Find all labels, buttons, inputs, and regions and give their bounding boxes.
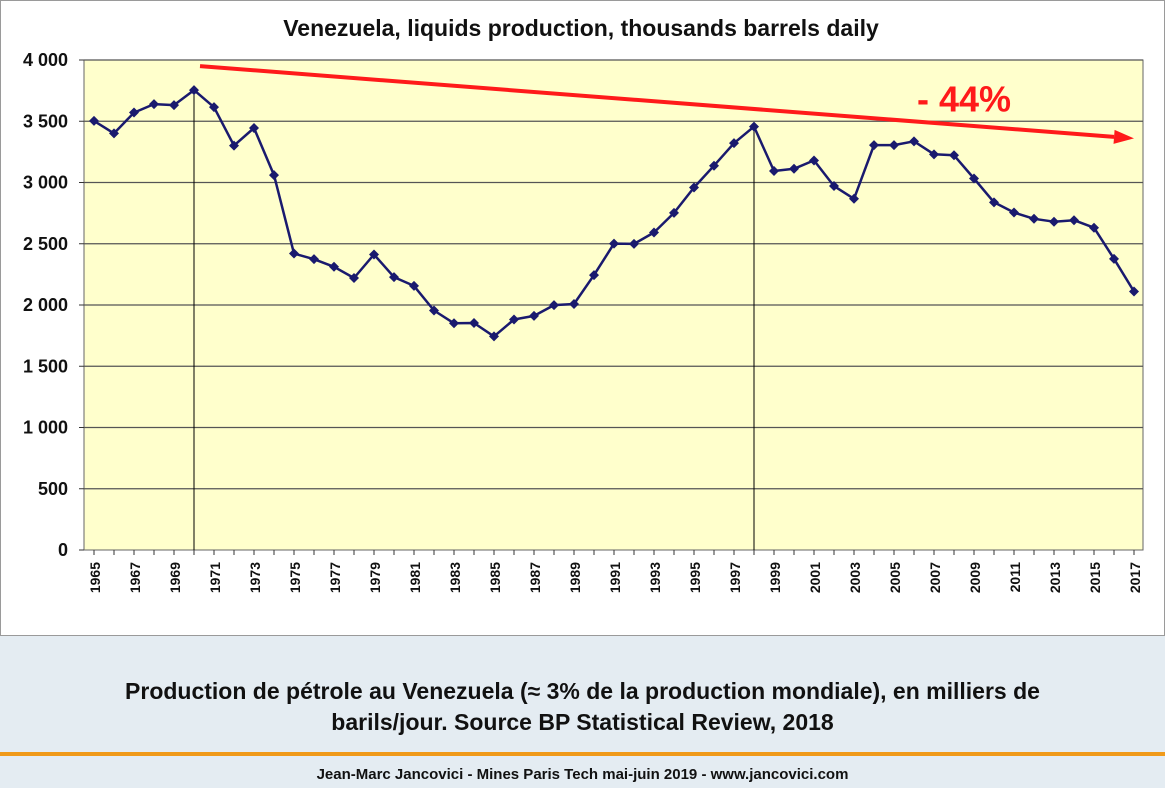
data-point: [1129, 286, 1139, 297]
data-point: [389, 272, 399, 283]
x-tick-label: 1991: [607, 562, 623, 593]
data-point: [129, 107, 139, 118]
caption-line-2: barils/jour. Source BP Statistical Revie…: [331, 709, 834, 735]
data-point: [269, 170, 279, 181]
y-tick-label: 1 500: [23, 356, 68, 376]
x-tick-label: 2015: [1087, 562, 1103, 593]
x-tick-label: 1975: [287, 562, 303, 593]
data-point: [929, 149, 939, 160]
data-point: [409, 280, 419, 291]
y-tick-label: 2 500: [23, 234, 68, 254]
credit-footer: Jean-Marc Jancovici - Mines Paris Tech m…: [316, 766, 849, 783]
data-point: [109, 128, 119, 139]
data-point: [789, 163, 799, 174]
data-point: [649, 227, 659, 238]
data-point: [549, 300, 559, 311]
x-tick-label: 1993: [647, 562, 663, 593]
data-point: [949, 150, 959, 161]
x-tick-label: 2005: [887, 562, 903, 593]
data-point: [249, 122, 259, 133]
data-point: [169, 100, 179, 111]
x-tick-label: 2007: [927, 562, 943, 593]
data-point: [629, 238, 639, 249]
x-tick-label: 2009: [967, 562, 983, 593]
data-point: [1069, 215, 1079, 226]
data-point: [89, 115, 99, 126]
x-tick-label: 1981: [407, 562, 423, 593]
data-point: [469, 318, 479, 329]
data-point: [589, 270, 599, 281]
data-point: [869, 140, 879, 151]
caption: Production de pétrole au Venezuela (≈ 3%…: [0, 676, 1165, 738]
data-point: [209, 102, 219, 113]
data-point: [509, 314, 519, 325]
x-tick-label: 1987: [527, 562, 543, 593]
x-tick-label: 2017: [1127, 562, 1143, 593]
data-point: [669, 207, 679, 218]
data-point: [829, 181, 839, 192]
data-point: [909, 136, 919, 147]
annotation-label: - 44%: [917, 78, 1011, 119]
data-point: [489, 331, 499, 342]
data-point: [769, 165, 779, 176]
data-point: [849, 193, 859, 204]
data-point: [369, 249, 379, 260]
data-point: [529, 310, 539, 321]
x-tick-label: 1965: [87, 562, 103, 593]
y-tick-label: 2 000: [23, 295, 68, 315]
data-point: [989, 197, 999, 208]
line-chart: 0 500 1 000 1 500 2 000 2 500 3 000 3 500 4 000 1…: [23, 15, 1144, 593]
data-point: [609, 238, 619, 249]
y-tick-label: 4 000: [23, 50, 68, 70]
data-point: [449, 318, 459, 329]
data-point: [709, 160, 719, 171]
data-point: [749, 121, 759, 132]
x-tick-label: 1969: [167, 562, 183, 593]
x-tick-label: 1997: [727, 562, 743, 593]
data-point: [689, 182, 699, 193]
data-point: [1049, 216, 1059, 227]
caption-line-1: Production de pétrole au Venezuela (≈ 3%…: [125, 678, 1040, 704]
data-point: [289, 248, 299, 259]
divider: [0, 752, 1165, 756]
data-point: [189, 85, 199, 96]
chart-title: Venezuela, liquids production, thousands…: [283, 15, 879, 41]
x-tick-label: 1971: [207, 562, 223, 593]
data-point: [809, 155, 819, 166]
trend-arrow-head: [1113, 129, 1134, 144]
data-point: [889, 140, 899, 151]
y-tick-label: 1 000: [23, 418, 68, 438]
x-tick-label: 2011: [1007, 562, 1023, 593]
x-tick-label: 1999: [767, 562, 783, 593]
x-tick-label: 1977: [327, 562, 343, 593]
y-tick-label: 3 000: [23, 173, 68, 193]
data-point: [229, 140, 239, 151]
data-point: [729, 138, 739, 149]
data-point: [329, 261, 339, 272]
x-tick-label: 1967: [127, 562, 143, 593]
data-point: [1109, 253, 1119, 264]
x-tick-label: 2013: [1047, 562, 1063, 593]
x-tick-label: 1983: [447, 562, 463, 593]
y-tick-label: 500: [38, 479, 68, 499]
trend-arrow-line: [199, 64, 1115, 139]
data-point: [349, 273, 359, 284]
x-tick-label: 2001: [807, 562, 823, 593]
data-point: [569, 299, 579, 310]
x-tick-label: 1989: [567, 562, 583, 593]
data-point: [969, 173, 979, 184]
data-point: [1009, 207, 1019, 218]
data-point: [1029, 213, 1039, 224]
x-tick-label: 1985: [487, 562, 503, 593]
x-tick-label: 1979: [367, 562, 383, 593]
x-tick-label: 2003: [847, 562, 863, 593]
data-point: [149, 99, 159, 110]
x-tick-label: 1995: [687, 562, 703, 593]
y-tick-label: 3 500: [23, 111, 68, 131]
data-point: [1089, 222, 1099, 233]
data-point: [309, 254, 319, 265]
x-tick-label: 1973: [247, 562, 263, 593]
data-point: [429, 305, 439, 316]
y-tick-label: 0: [58, 540, 68, 560]
